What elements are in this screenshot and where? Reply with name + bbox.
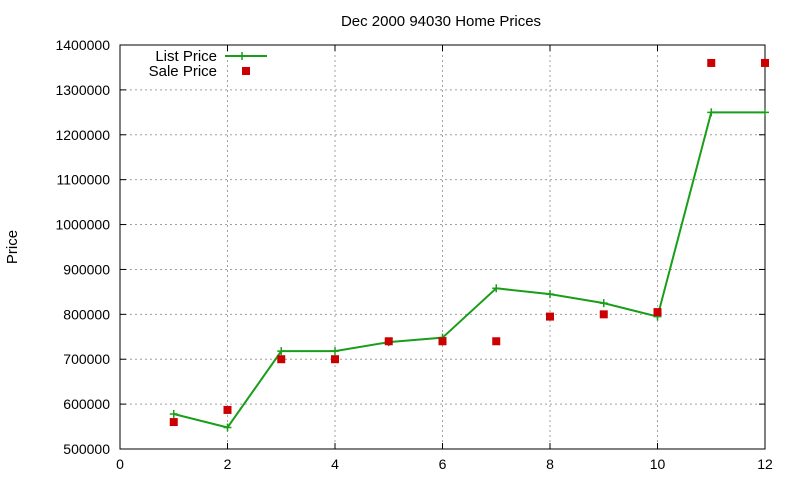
point-sale-price — [223, 405, 232, 414]
point-list-price — [223, 423, 232, 432]
point-list-price — [169, 409, 178, 418]
point-list-price — [546, 290, 554, 299]
point-sale-price — [277, 355, 286, 364]
legend-label-sale-price: Sale Price — [149, 63, 217, 80]
legend: List Price Sale Price — [149, 48, 267, 80]
point-sale-price — [707, 58, 716, 67]
y-tick-label: 900000 — [63, 261, 110, 277]
series-layer — [169, 58, 769, 432]
y-tick-label: 1400000 — [55, 37, 110, 53]
point-list-price — [761, 108, 769, 117]
axes — [119, 44, 766, 450]
point-sale-price — [331, 355, 339, 364]
plot-frame — [119, 44, 766, 450]
grid-lines — [120, 45, 765, 449]
point-list-price — [492, 284, 501, 293]
point-sale-price — [492, 337, 501, 346]
point-list-price — [599, 299, 608, 308]
y-tick-label: 500000 — [63, 441, 110, 457]
y-tick-label: 1000000 — [55, 217, 110, 233]
chart-title: Dec 2000 94030 Home Prices — [341, 13, 541, 30]
x-tick-label: 6 — [439, 456, 447, 472]
y-tick-label: 1200000 — [55, 127, 110, 143]
point-sale-price — [599, 310, 608, 319]
x-tick-label: 8 — [546, 456, 554, 472]
x-tick-label: 2 — [224, 456, 232, 472]
y-tick-label: 1100000 — [57, 172, 111, 188]
series-line-list-price — [173, 111, 765, 429]
y-tick-label: 800000 — [63, 306, 110, 322]
y-tick-label: 600000 — [63, 396, 110, 412]
x-tick-label: 0 — [116, 456, 124, 472]
point-sale-price — [546, 312, 554, 321]
y-tick-label: 1300000 — [55, 82, 110, 98]
x-tick-label: 12 — [757, 456, 773, 472]
point-sale-price — [761, 58, 769, 67]
legend-label-list-price: List Price — [155, 48, 217, 65]
point-sale-price — [438, 337, 447, 346]
point-list-price — [277, 347, 286, 356]
x-tick-labels: 0 2 4 6 8 10 12 — [116, 456, 773, 472]
y-tick-labels: 500000 600000 700000 800000 900000 1000000 110… — [55, 37, 110, 457]
legend-marker-sale-price — [242, 67, 250, 75]
y-axis-label: Price — [4, 230, 21, 264]
point-sale-price — [169, 418, 178, 427]
x-tick-label: 4 — [331, 456, 339, 472]
y-tick-label: 700000 — [63, 351, 110, 367]
legend-marker-list-price — [238, 52, 246, 60]
point-list-price — [707, 108, 716, 117]
point-list-price — [331, 347, 339, 356]
point-sale-price — [653, 308, 662, 317]
x-tick-label: 10 — [650, 456, 666, 472]
point-sale-price — [384, 337, 393, 346]
